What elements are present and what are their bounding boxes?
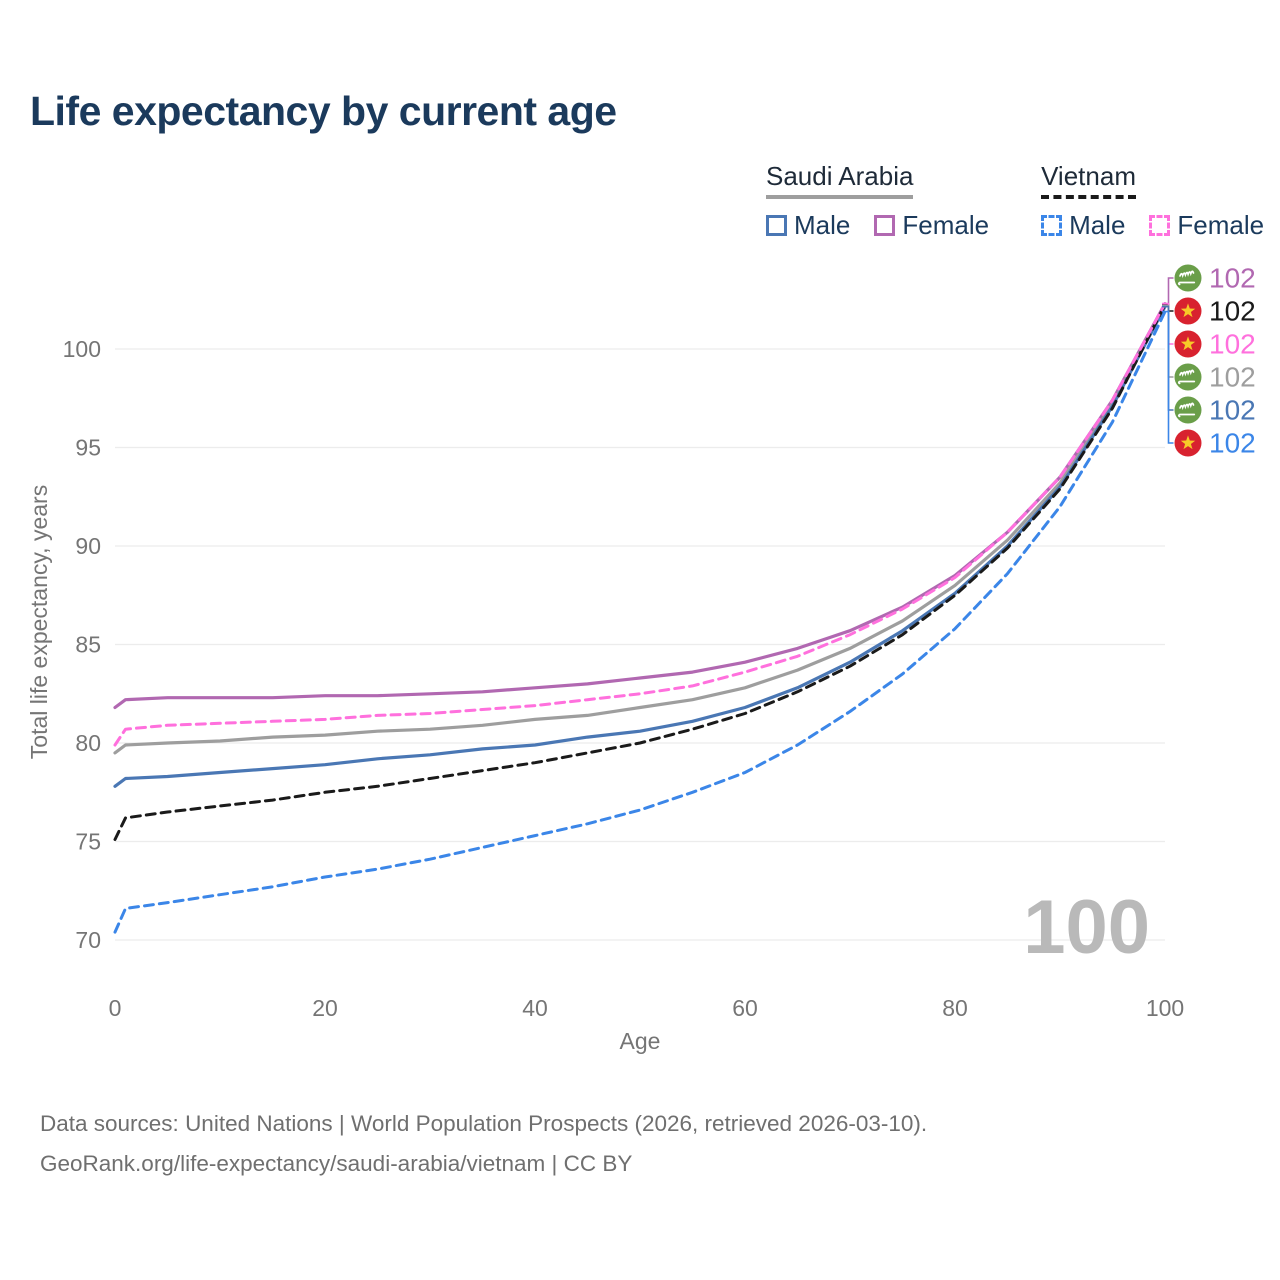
legend-label-saudi-male: Male bbox=[794, 210, 851, 240]
end-label-value-vietnam-both-sexes: 102 bbox=[1209, 296, 1256, 327]
legend-label-vietnam-female: Female bbox=[1177, 210, 1265, 240]
legend-group-vietnam: Vietnam Male Female bbox=[1041, 161, 1264, 241]
x-tick-60: 60 bbox=[732, 995, 758, 1021]
footer-url-license: GeoRank.org/life-expectancy/saudi-arabia… bbox=[40, 1151, 633, 1176]
series-line-vietnam-male[interactable] bbox=[113, 310, 1167, 934]
legend-label-vietnam-male: Male bbox=[1069, 210, 1126, 240]
series-line-vietnam-female[interactable] bbox=[113, 302, 1167, 747]
y-axis-title: Total life expectancy, years bbox=[26, 485, 52, 759]
series-line-vietnam-both-sexes[interactable] bbox=[113, 303, 1167, 841]
x-tick-40: 40 bbox=[522, 995, 548, 1021]
end-label-connector-saudi-arabia-female bbox=[1162, 277, 1174, 305]
footer-data-sources: Data sources: United Nations | World Pop… bbox=[40, 1111, 928, 1136]
y-tick-80: 80 bbox=[75, 730, 101, 756]
y-tick-85: 85 bbox=[75, 632, 101, 658]
series-line-saudi-arabia-both-sexes[interactable] bbox=[113, 304, 1167, 755]
legend-item-saudi-female[interactable]: Female bbox=[874, 210, 989, 241]
vietnam-flag-icon bbox=[1174, 330, 1202, 358]
legend-item-saudi-male[interactable]: Male bbox=[766, 210, 850, 241]
x-tick-80: 80 bbox=[942, 995, 968, 1021]
legend-swatch-vietnam-male bbox=[1041, 215, 1063, 236]
saudi-arabia-flag-icon bbox=[1174, 363, 1202, 391]
legend-swatch-saudi-male bbox=[766, 215, 787, 236]
legend-header-saudi-arabia[interactable]: Saudi Arabia bbox=[766, 161, 914, 199]
y-tick-100: 100 bbox=[63, 336, 101, 362]
end-label-value-saudi-arabia-female: 102 bbox=[1209, 263, 1256, 294]
end-label-connector-vietnam-male bbox=[1162, 310, 1174, 444]
chart-canvas: 70 75 80 85 90 95 100 0 20 40 60 80 100 Age Total life… bbox=[26, 263, 1256, 1055]
end-label-value-saudi-arabia-both-sexes: 102 bbox=[1209, 362, 1256, 393]
legend-swatch-saudi-female bbox=[874, 215, 896, 236]
legend-group-saudi-arabia: Saudi Arabia Male Female bbox=[766, 161, 989, 241]
saudi-arabia-flag-icon bbox=[1174, 264, 1202, 292]
legend-header-vietnam[interactable]: Vietnam bbox=[1041, 161, 1136, 199]
x-axis-title: Age bbox=[620, 1028, 661, 1054]
legend-item-vietnam-female[interactable]: Female bbox=[1149, 210, 1264, 241]
end-label-value-saudi-arabia-male: 102 bbox=[1209, 395, 1256, 426]
legend-item-vietnam-male[interactable]: Male bbox=[1041, 210, 1125, 241]
end-label-value-vietnam-female: 102 bbox=[1209, 329, 1256, 360]
vietnam-flag-icon bbox=[1174, 297, 1202, 325]
vietnam-flag-icon bbox=[1174, 429, 1202, 457]
legend: Saudi Arabia Male Female Vietnam Male bbox=[766, 161, 1264, 241]
y-tick-70: 70 bbox=[75, 927, 101, 953]
saudi-arabia-flag-icon bbox=[1174, 396, 1202, 424]
x-tick-100: 100 bbox=[1146, 995, 1184, 1021]
legend-items-saudi-arabia: Male Female bbox=[766, 210, 989, 241]
y-tick-75: 75 bbox=[75, 829, 101, 855]
series-line-saudi-arabia-female[interactable] bbox=[113, 302, 1167, 710]
x-tick-0: 0 bbox=[109, 995, 122, 1021]
legend-items-vietnam: Male Female bbox=[1041, 210, 1264, 241]
x-tick-20: 20 bbox=[312, 995, 338, 1021]
y-tick-90: 90 bbox=[75, 533, 101, 559]
legend-label-saudi-female: Female bbox=[902, 210, 990, 240]
hover-age-watermark: 100 bbox=[1023, 885, 1150, 970]
legend-swatch-vietnam-female bbox=[1149, 215, 1171, 236]
y-tick-95: 95 bbox=[75, 435, 101, 461]
footer: Data sources: United Nations | World Pop… bbox=[40, 1104, 927, 1184]
end-label-value-vietnam-male: 102 bbox=[1209, 428, 1256, 459]
page-title: Life expectancy by current age bbox=[30, 88, 617, 134]
